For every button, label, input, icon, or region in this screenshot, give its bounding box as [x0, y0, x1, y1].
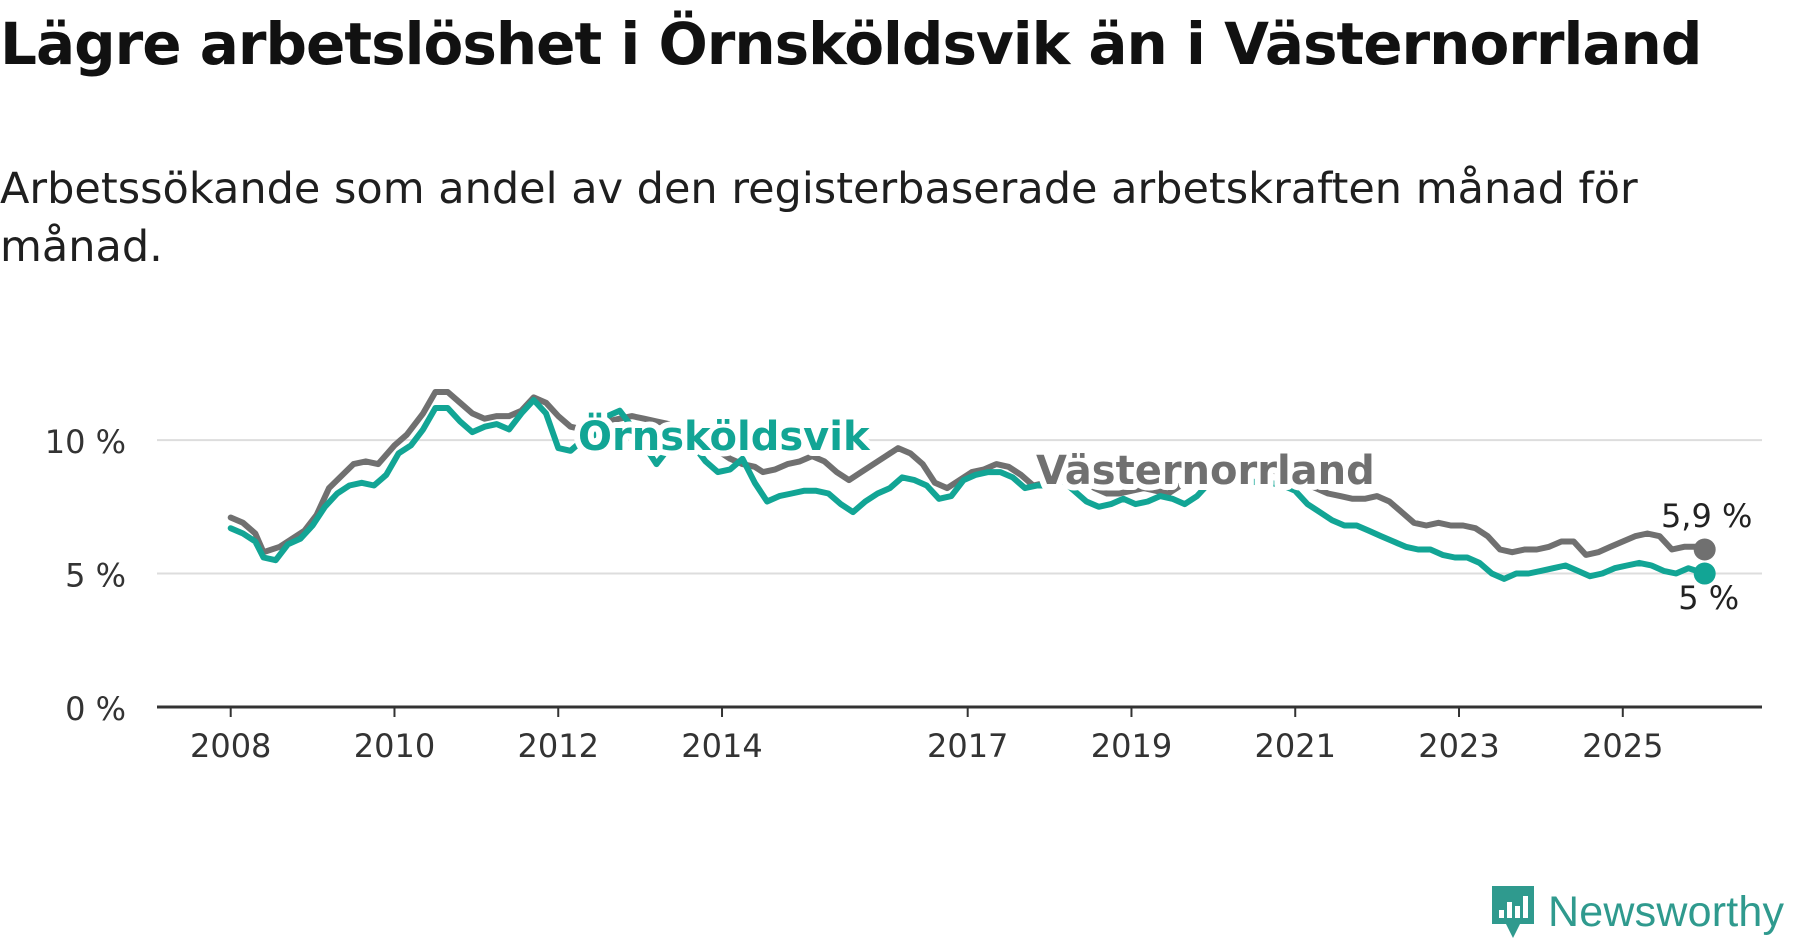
chart-subtitle: Arbetssökande som andel av den registerb… [0, 164, 1638, 272]
x-tick-label: 2012 [518, 727, 599, 765]
newsworthy-logo: Newsworthy [1488, 884, 1784, 940]
series-line-ornskoldsvik [227, 397, 1708, 582]
end-point-vasternorrland [1693, 538, 1716, 561]
end-label-vasternorrland: 5,9 % [1661, 497, 1752, 535]
newsworthy-logo-icon [1492, 886, 1534, 938]
newsworthy-logo-text: Newsworthy [1548, 887, 1785, 936]
end-point-ornskoldsvik [1693, 562, 1716, 585]
series-label-vasternorrland: Västernorrland [1036, 448, 1375, 494]
x-tick-label: 2017 [927, 727, 1008, 765]
x-tick-label: 2023 [1418, 727, 1499, 765]
x-tick-label: 2025 [1582, 727, 1663, 765]
series-label-ornskoldsvik: Örnsköldsvik [578, 412, 871, 460]
y-tick-label: 5 % [65, 557, 126, 595]
x-tick-label: 2021 [1255, 727, 1336, 765]
x-tick-label: 2019 [1091, 727, 1172, 765]
chart-title: Lägre arbetslöshet i Örnsköldsvik än i V… [0, 10, 1702, 78]
y-tick-label: 10 % [45, 423, 126, 461]
y-tick-label: 0 % [65, 690, 126, 728]
end-label-ornskoldsvik: 5 % [1678, 579, 1739, 617]
x-tick-label: 2008 [190, 727, 271, 765]
series-line-vasternorrland [227, 389, 1708, 558]
x-tick-label: 2010 [354, 727, 435, 765]
x-tick-label: 2014 [681, 727, 762, 765]
